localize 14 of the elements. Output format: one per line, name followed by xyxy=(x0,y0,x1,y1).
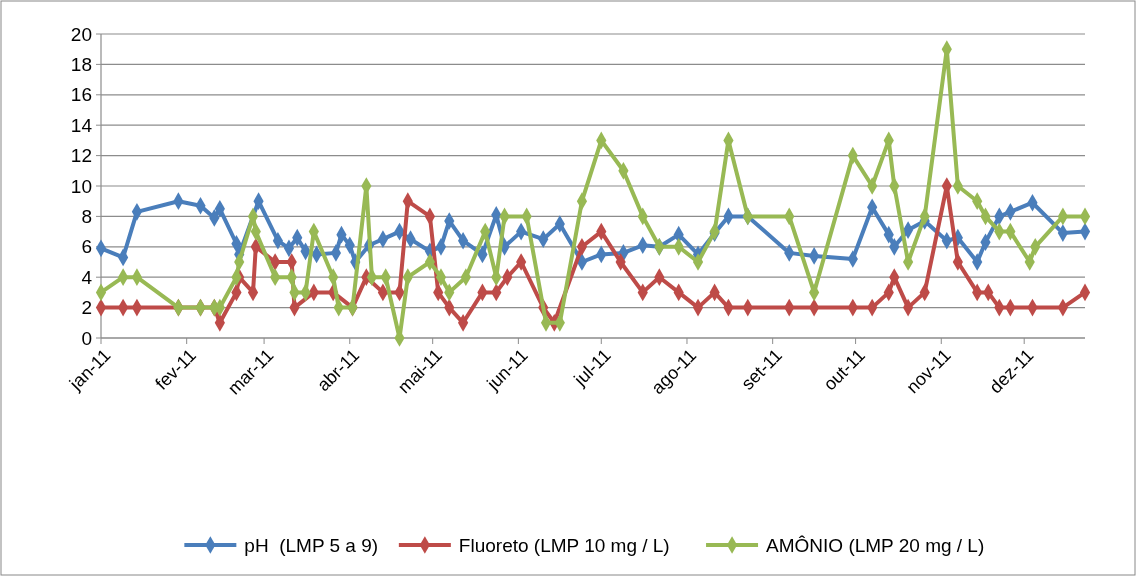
y-tick-label: 20 xyxy=(70,23,92,45)
y-tick-label: 18 xyxy=(70,54,92,76)
y-tick-label: 4 xyxy=(81,266,93,288)
y-tick-label: 12 xyxy=(70,145,92,167)
y-tick-label: 16 xyxy=(70,84,92,106)
y-tick-label: 10 xyxy=(70,175,92,197)
legend-label: Fluoreto (LMP 10 mg / L) xyxy=(458,534,670,556)
y-tick-label: 8 xyxy=(81,206,92,228)
y-tick-label: 2 xyxy=(81,297,92,319)
legend-label: AMÔNIO (LMP 20 mg / L) xyxy=(766,534,985,556)
y-tick-label: 14 xyxy=(70,114,93,136)
y-tick-label: 0 xyxy=(81,327,92,349)
y-tick-label: 6 xyxy=(81,236,92,258)
legend-label: pH (LMP 5 a 9) xyxy=(244,534,379,556)
